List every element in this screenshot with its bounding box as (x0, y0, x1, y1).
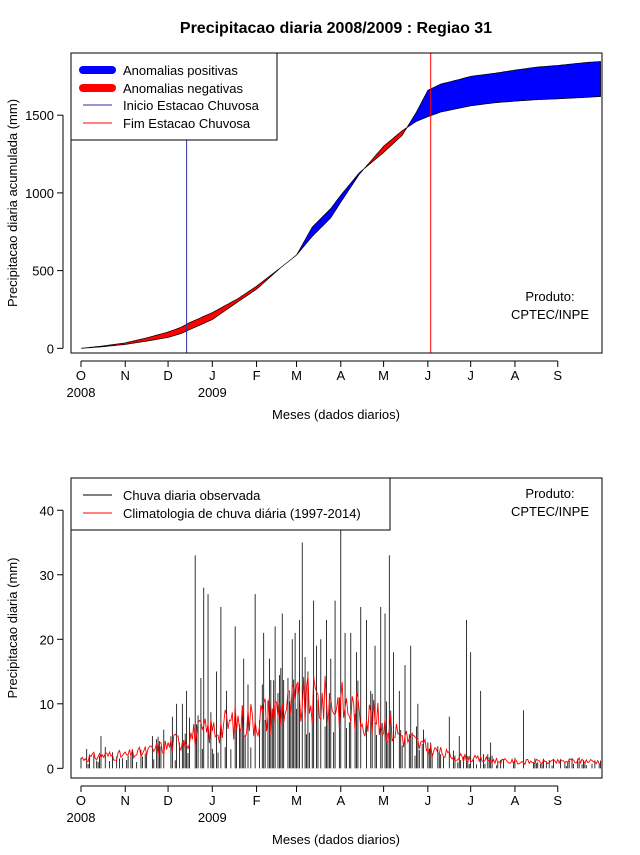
x-tick-label: D (163, 793, 172, 808)
y-axis-label: Precipitacao diaria acumulada (mm) (5, 99, 20, 307)
x-tick-label: M (291, 793, 302, 808)
chart-title: Precipitacao diaria 2008/2009 : Regiao 3… (180, 20, 492, 37)
legend: Anomalias positivas Anomalias negativas … (71, 53, 277, 140)
x-axis-2: O N D J F M A M J J A S 2008 2009 (67, 786, 563, 825)
x-tick-label: M (378, 368, 389, 383)
annotation-line-2: CPTEC/INPE (511, 307, 589, 322)
negative-anomaly (365, 126, 408, 168)
legend-2: Chuva diaria observada Climatologia de c… (71, 478, 390, 530)
x-tick-label: J (209, 368, 216, 383)
legend-end: Fim Estacao Chuvosa (123, 116, 251, 131)
y-tick-label: 1000 (25, 186, 54, 201)
x-tick-label: A (336, 793, 345, 808)
y-axis-label-2: Precipitacao diaria (mm) (5, 558, 20, 699)
x-axis-label: Meses (dados diarios) (272, 407, 400, 422)
legend-climatology: Climatologia de chuva diária (1997-2014) (123, 506, 361, 521)
x-year-label: 2008 (67, 385, 96, 400)
annotation-line-1b: Produto: (525, 486, 574, 501)
x-tick-label: J (209, 793, 216, 808)
y-axis-2: 0 10 20 30 40 (40, 503, 63, 776)
y-tick-label: 0 (47, 341, 54, 356)
y-tick-label: 0 (47, 761, 54, 776)
legend-onset: Inicio Estacao Chuvosa (123, 98, 260, 113)
y-tick-label: 500 (32, 264, 54, 279)
x-tick-label: J (467, 793, 474, 808)
legend-observed: Chuva diaria observada (123, 488, 261, 503)
x-tick-label: N (121, 368, 130, 383)
legend-positive: Anomalias positivas (123, 63, 238, 78)
x-axis-label-2: Meses (dados diarios) (272, 832, 400, 847)
y-tick-label: 1500 (25, 108, 54, 123)
positive-anomaly (408, 62, 601, 127)
x-year-label: 2009 (198, 385, 227, 400)
x-tick-label: N (121, 793, 130, 808)
x-tick-label: M (291, 368, 302, 383)
x-tick-label: J (425, 793, 432, 808)
x-tick-label: S (553, 793, 562, 808)
x-axis: O N D J F M A M J J A S 2008 2009 (67, 361, 563, 400)
x-tick-label: D (163, 368, 172, 383)
x-tick-label: A (511, 368, 520, 383)
daily-bars (81, 530, 601, 769)
accumulated-panel: 0 500 1000 1500 O N D J F M A M J J A S 2008 2009 Precip… (5, 53, 602, 422)
x-tick-label: J (425, 368, 432, 383)
annotation-line-1: Produto: (525, 289, 574, 304)
y-tick-label: 30 (40, 568, 54, 583)
y-tick-label: 40 (40, 503, 54, 518)
negative-anomaly (82, 268, 280, 349)
legend-box-2 (71, 478, 390, 530)
x-tick-label: S (553, 368, 562, 383)
x-tick-label: A (336, 368, 345, 383)
y-tick-label: 20 (40, 632, 54, 647)
x-tick-label: O (76, 793, 86, 808)
x-year-label: 2008 (67, 810, 96, 825)
y-tick-label: 10 (40, 697, 54, 712)
x-year-label: 2009 (198, 810, 227, 825)
legend-negative: Anomalias negativas (123, 81, 243, 96)
x-tick-label: F (253, 368, 261, 383)
x-tick-label: J (467, 368, 474, 383)
x-tick-label: A (511, 793, 520, 808)
x-tick-label: F (253, 793, 261, 808)
annotation-line-2b: CPTEC/INPE (511, 504, 589, 519)
x-tick-label: O (76, 368, 86, 383)
positive-anomaly (281, 168, 365, 268)
daily-panel: 0 10 20 30 40 O N D J F M A M J J A S 2008 2009 Precipita… (5, 478, 602, 847)
y-axis: 0 500 1000 1500 (25, 108, 63, 356)
x-tick-label: M (378, 793, 389, 808)
